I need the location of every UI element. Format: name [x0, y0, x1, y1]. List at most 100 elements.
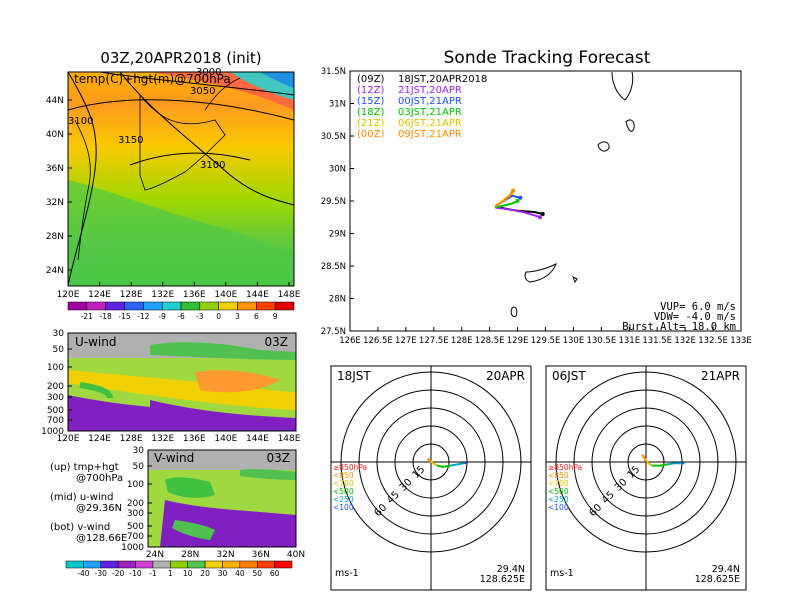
lat-tick-label: 32N [216, 550, 234, 560]
colorbar-label: -21 [81, 312, 93, 321]
lon-tick-label: 140E [214, 434, 237, 444]
colorbar-label: 3 [235, 312, 240, 321]
lat-tick-label: 28.5N [321, 262, 346, 272]
lon-tick-label: 131.5E [642, 336, 672, 346]
colorbar-swatch [180, 301, 201, 311]
colorbar-label: 9 [273, 312, 278, 321]
pressure-tick-label: 100 [47, 363, 64, 373]
lat-tick-label: 27.5N [321, 327, 346, 337]
lat-tick-label: 28N [181, 550, 199, 560]
pressure-tick-label: 50 [53, 345, 65, 355]
lat-tick-label: 30N [329, 165, 346, 175]
colorbar-swatch [274, 301, 295, 311]
vwind-panel [148, 450, 296, 547]
colorbar-label: -30 [95, 569, 107, 578]
colorbar-label: -6 [177, 312, 185, 321]
colorbar-swatch [135, 560, 154, 569]
lat-tick-label: 30.5N [321, 132, 346, 142]
track-end-point [515, 199, 520, 203]
colorbar-swatch [117, 560, 136, 569]
lat-tick-label: 24N [146, 550, 164, 560]
colorbar-swatch [222, 560, 241, 569]
uwind-label: U-wind [75, 335, 116, 349]
note-line: @700hPa [76, 473, 123, 484]
track-end-point [511, 188, 516, 193]
colorbar-label: -40 [77, 569, 89, 578]
pressure-tick-label: 50 [133, 462, 145, 472]
colorbar-label: -9 [158, 312, 166, 321]
hodograph-level-label: <700 [548, 479, 569, 488]
uwind-lon-ticks: 120E 124E 128E 132E 136E 140E 144E 148E [57, 434, 301, 444]
colorbar-swatch [237, 301, 257, 311]
hodograph-level-label: <250 [548, 495, 569, 504]
track-line [494, 190, 514, 208]
colorbar-label: 60 [270, 569, 280, 578]
legend-time: 03JST,21APR [398, 107, 462, 118]
colorbar-label: -10 [129, 569, 141, 578]
track-legend: (09Z) 18JST,20APR2018 (12Z) 21JST,20APR (15Z… [357, 74, 487, 140]
colorbar-swatch [124, 301, 144, 311]
hodograph-lat: 29.4N [712, 564, 740, 575]
hodograph-unit: ms-1 [550, 568, 574, 579]
pressure-tick-label: 300 [127, 509, 144, 519]
lon-tick-label: 132.5E [698, 336, 728, 346]
pressure-tick-label: 30 [133, 446, 145, 456]
hodograph-level-label: ≥850hPa [548, 463, 582, 472]
legend-time: 21JST,20APR [398, 85, 462, 96]
lon-tick-label: 133E [730, 336, 752, 346]
colorbar-swatch [256, 301, 276, 311]
pressure-tick-label: 1000 [121, 543, 144, 553]
colorbar-label: -18 [100, 312, 112, 321]
pressure-tick-label: 500 [127, 522, 144, 532]
lon-tick-label: 132E [151, 434, 174, 444]
wind-colorbar: -40 -30 -20 -10 -1 1 10 20 30 40 50 60 [65, 560, 293, 578]
legend-run: (15Z) [357, 96, 384, 107]
lon-tick-label: 130E [563, 336, 585, 346]
coastline [510, 71, 635, 317]
map-lon-ticks: 120E 124E 128E 132E 136E 140E 144E 148E [57, 282, 301, 300]
lon-tick-label: 128E [120, 290, 143, 300]
colorbar-swatch [218, 301, 238, 311]
pressure-tick-label: 700 [47, 416, 64, 426]
track-end-point [518, 195, 523, 200]
lon-tick-label: 140E [214, 290, 237, 300]
temp-colorbar: -21 -18 -15 -12 -9 -6 -3 0 3 6 9 [67, 301, 295, 321]
lat-tick-label: 28N [46, 232, 64, 242]
colorbar-label: 6 [254, 312, 259, 321]
left-title: 03Z,20APR2018 (init) [100, 49, 261, 67]
lon-tick-label: 126E [339, 336, 361, 346]
colorbar-label: 50 [252, 569, 262, 578]
hodograph-date: 21APR [701, 369, 740, 383]
lon-tick-label: 127.5E [419, 336, 449, 346]
track-line [495, 200, 518, 209]
lat-tick-label: 28N [329, 295, 346, 305]
lon-tick-label: 148E [278, 290, 301, 300]
hodograph-time: 06JST [552, 369, 586, 383]
colorbar-label: -1 [149, 569, 157, 578]
lon-tick-label: 124E [88, 290, 111, 300]
hodograph-level-label: <500 [548, 487, 569, 496]
hodograph-date: 20APR [486, 369, 525, 383]
legend-run: (21Z) [357, 118, 384, 129]
colorbar-swatch [187, 560, 206, 569]
contour-label: 3050 [190, 86, 215, 97]
contour-label: 3000 [196, 67, 221, 78]
colorbar-swatch [170, 560, 188, 569]
lat-tick-label: 40N [287, 550, 305, 560]
lat-tick-label: 31N [329, 100, 346, 110]
vwind-label: V-wind [154, 451, 194, 465]
pressure-tick-label: 100 [127, 480, 144, 490]
lat-tick-label: 31.5N [321, 67, 346, 77]
colorbar-swatch [239, 560, 258, 569]
contour-label: 3150 [118, 135, 143, 146]
legend-run: (09Z) [357, 74, 384, 85]
vwind-time: 03Z [267, 451, 291, 465]
track-end-point [540, 212, 545, 216]
hodograph-lat: 29.4N [497, 564, 525, 575]
hodograph-line [643, 457, 653, 467]
colorbar-swatch [100, 560, 119, 569]
param-vdw: VDW= -4.0 m/s [654, 311, 736, 323]
